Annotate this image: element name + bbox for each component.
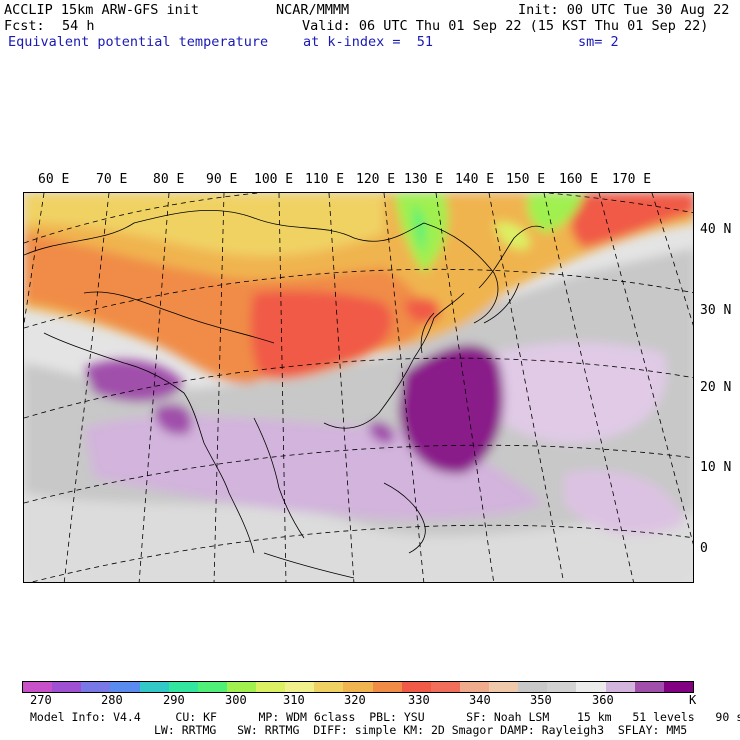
lon-label: 170 E [612,172,652,187]
colorbar-swatch [634,682,664,692]
colorbar-swatch [110,682,140,692]
colorbar-swatch [663,682,693,692]
lon-label: 110 E [305,172,345,187]
lon-label: 150 E [506,172,546,187]
theta-e-field [24,193,693,582]
lat-label: 10 N [700,460,732,475]
forecast-hours: 54 h [62,18,95,34]
lat-label: 20 N [700,380,732,395]
lon-label: 60 E [38,172,70,187]
colorbar-swatch [314,682,344,692]
forecast-label: Fcst: [4,18,45,34]
graticule [24,193,693,582]
colorbar-swatch [81,682,111,692]
colorbar-swatch [547,682,577,692]
colorbar-tick: 360 [592,693,614,707]
smoothing-label: sm= 2 [578,34,619,50]
init-time: Init: 00 UTC Tue 30 Aug 22 [518,2,730,18]
theta-e-map [23,192,694,583]
lon-label: 160 E [559,172,599,187]
colorbar-swatch [459,682,489,692]
colorbar-swatch [52,682,82,692]
center-label: NCAR/MMMM [276,2,350,18]
colorbar-tick: 280 [101,693,123,707]
colorbar-swatch [139,682,169,692]
model-info-line1: Model Info: V4.4 CU: KF MP: WDM 6class P… [30,710,740,724]
colorbar-tick: 310 [283,693,305,707]
colorbar-swatch [430,682,460,692]
lon-label: 70 E [96,172,128,187]
colorbar-swatch [401,682,431,692]
lat-label: 0 [700,541,708,556]
lat-label: 40 N [700,222,732,237]
colorbar-tick: 320 [344,693,366,707]
valid-time: Valid: 06 UTC Thu 01 Sep 22 (15 KST Thu … [302,18,709,34]
lon-label: 90 E [206,172,238,187]
colorbar-tick: 270 [30,693,52,707]
colorbar-unit: K [689,693,697,707]
colorbar-swatch [256,682,286,692]
model-info-line2: LW: RRTMG SW: RRTMG DIFF: simple KM: 2D … [154,723,688,737]
model-title: ACCLIP 15km ARW-GFS init [4,2,200,18]
lon-label: 130 E [404,172,444,187]
colorbar [22,681,694,693]
colorbar-tick: 300 [225,693,247,707]
colorbar-swatch [23,682,53,692]
colorbar-swatch [168,682,198,692]
colorbar-tick: 330 [408,693,430,707]
colorbar-swatch [605,682,635,692]
colorbar-tick: 290 [163,693,185,707]
coastlines [24,210,545,579]
lat-label: 30 N [700,303,732,318]
level-index: at k-index = 51 [303,34,434,50]
lon-label: 80 E [153,172,185,187]
colorbar-swatch [197,682,227,692]
colorbar-swatch [518,682,548,692]
colorbar-swatch [285,682,315,692]
colorbar-swatch [576,682,606,692]
colorbar-tick: 350 [530,693,552,707]
colorbar-swatch [343,682,373,692]
field-name: Equivalent potential temperature [8,34,269,50]
lon-label: 140 E [455,172,495,187]
colorbar-swatch [226,682,256,692]
colorbar-tick: 340 [469,693,491,707]
colorbar-swatch [489,682,519,692]
lon-label: 120 E [356,172,396,187]
lon-label: 100 E [254,172,294,187]
colorbar-swatch [372,682,402,692]
